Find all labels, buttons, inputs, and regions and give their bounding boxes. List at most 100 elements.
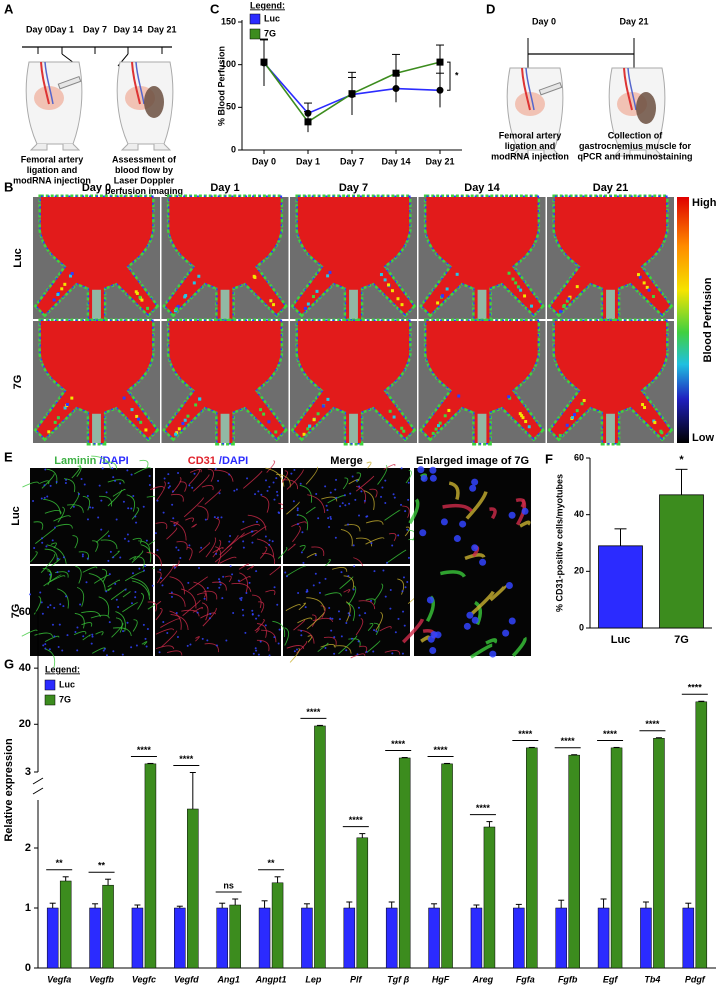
nucleus — [202, 638, 204, 640]
perfusion-speckle — [401, 303, 404, 306]
nucleus — [174, 566, 176, 568]
mouse-illustration — [117, 62, 173, 150]
perfusion-speckle — [60, 287, 63, 290]
nucleus — [384, 480, 386, 482]
nucleus — [97, 516, 99, 518]
caption: Collection of — [608, 130, 663, 140]
nucleus — [502, 630, 509, 637]
nucleus — [328, 526, 330, 528]
bar — [640, 908, 651, 968]
nucleus — [53, 635, 55, 637]
nucleus — [405, 586, 407, 588]
perfusion-speckle — [402, 430, 405, 433]
nucleus — [243, 547, 245, 549]
caption: Assessment of — [112, 154, 177, 164]
bar — [344, 908, 355, 968]
nucleus — [228, 474, 230, 476]
legend-label: Luc — [59, 679, 75, 689]
nucleus — [41, 537, 43, 539]
perfusion-speckle — [637, 273, 640, 276]
nucleus — [380, 496, 382, 498]
header-part: CD31 — [188, 455, 216, 467]
error-bar — [389, 902, 395, 908]
nucleus — [327, 517, 329, 519]
nucleus — [179, 557, 181, 559]
nucleus — [32, 500, 34, 502]
nucleus — [44, 647, 46, 649]
nucleus — [301, 531, 303, 533]
nucleus — [471, 544, 478, 551]
y-tick-label: 40 — [19, 662, 31, 674]
legend-label: 7G — [264, 28, 276, 38]
perfusion-speckle — [393, 416, 396, 419]
bar — [556, 908, 567, 968]
significance-label: **** — [603, 729, 618, 739]
nucleus — [99, 485, 101, 487]
muscle — [636, 92, 656, 124]
bar — [569, 755, 580, 968]
micrograph — [147, 552, 281, 656]
x-tick-label: Day 14 — [381, 156, 410, 166]
nucleus — [130, 646, 132, 648]
micrograph — [22, 554, 165, 669]
perfusion-speckle — [326, 398, 329, 401]
nucleus — [258, 654, 260, 656]
perfusion-speckle — [186, 415, 189, 418]
y-axis-label: % CD31-positive cells/myotubes — [554, 474, 564, 612]
y-tick-label: 20 — [574, 566, 584, 576]
nucleus — [174, 524, 176, 526]
perfusion-speckle — [519, 289, 522, 292]
nucleus — [389, 608, 391, 610]
tail-flow — [606, 290, 615, 319]
nucleus — [402, 611, 404, 613]
nucleus — [112, 476, 114, 478]
nucleus — [168, 487, 170, 489]
nucleus — [68, 570, 70, 572]
nucleus — [172, 517, 174, 519]
nucleus — [46, 496, 48, 498]
x-tick-label: Vegfa — [47, 974, 71, 984]
nucleus — [330, 516, 332, 518]
nucleus — [300, 483, 302, 485]
nucleus — [52, 539, 54, 541]
error-bar — [516, 904, 522, 908]
perfusion-speckle — [123, 397, 126, 400]
perfusion-speckle — [63, 283, 66, 286]
perfusion-image — [419, 197, 546, 319]
nucleus — [156, 549, 158, 551]
nucleus — [73, 506, 75, 508]
caption: ligation and — [27, 165, 78, 175]
significance-label: **** — [688, 683, 703, 693]
nucleus — [53, 607, 55, 609]
perfusion-speckle — [304, 307, 307, 310]
nucleus — [324, 485, 326, 487]
perfusion-image — [162, 321, 289, 443]
row-label: Luc — [10, 506, 22, 526]
timeline-day: Day 7 — [83, 24, 107, 34]
axis-break — [33, 788, 43, 794]
nucleus — [66, 634, 68, 636]
error-bar — [134, 905, 140, 908]
nucleus — [114, 480, 116, 482]
column-header: Day 21 — [593, 182, 628, 194]
nucleus — [116, 599, 118, 601]
column-header: Day 0 — [82, 182, 111, 194]
bar — [683, 908, 694, 968]
error-bar — [346, 902, 352, 908]
error-bar — [232, 899, 238, 905]
nucleus — [353, 589, 355, 591]
muscle — [144, 86, 164, 118]
nucleus — [92, 636, 94, 638]
error-bar — [262, 901, 268, 908]
nucleus — [63, 556, 65, 558]
timeline-day: Day 21 — [619, 16, 648, 26]
nucleus — [347, 575, 349, 577]
nucleus — [146, 540, 148, 542]
significance-label: ns — [223, 880, 234, 890]
perfusion-image — [33, 321, 160, 443]
bar — [60, 881, 71, 968]
nucleus — [132, 572, 134, 574]
x-tick-label: Pdgf — [685, 974, 706, 984]
nucleus — [209, 617, 211, 619]
nucleus — [218, 578, 220, 580]
